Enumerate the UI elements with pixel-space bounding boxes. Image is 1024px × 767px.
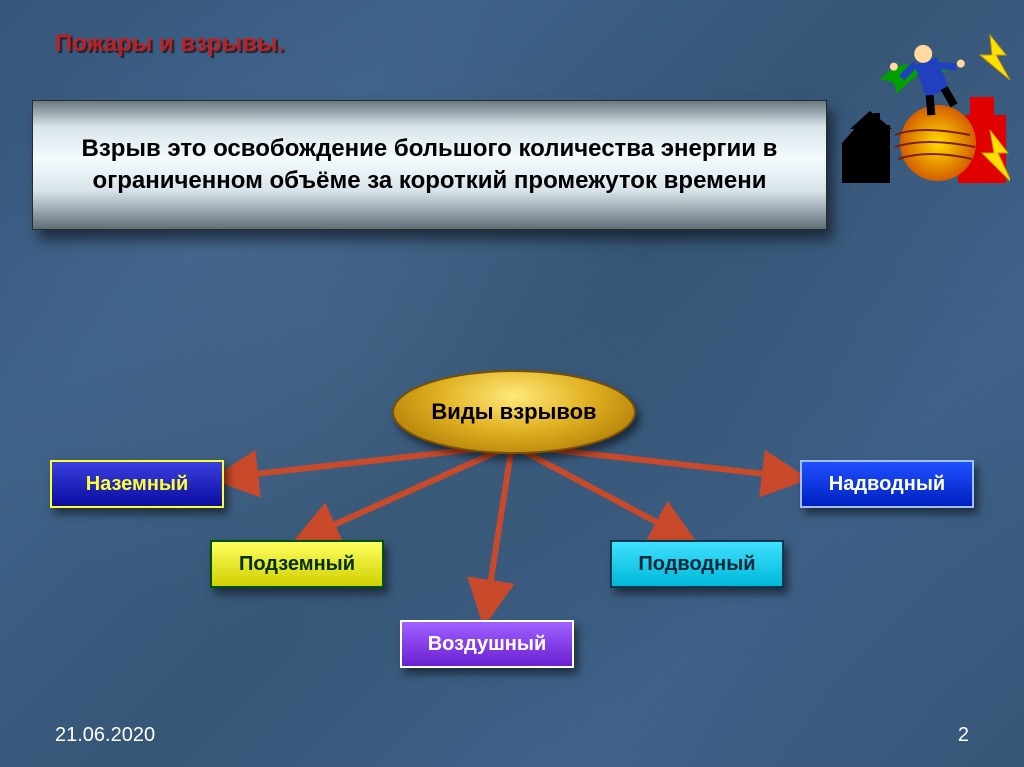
definition-text: Взрыв это освобождение большого количест…: [53, 133, 806, 198]
diagram-center-label: Виды взрывов: [431, 399, 596, 425]
diagram-node-ground: Наземный: [50, 460, 224, 508]
diagram-center: Виды взрывов: [392, 370, 636, 454]
diagram-node-label: Подводный: [638, 553, 755, 576]
diagram-node-abovewater: Надводный: [800, 460, 974, 508]
footer-page-number: 2: [958, 724, 969, 747]
slide-title: Пожары и взрывы.: [55, 30, 284, 58]
diagram-node-underground: Подземный: [210, 540, 384, 588]
slide: Пожары и взрывы.: [0, 0, 1024, 767]
diagram-node-label: Надводный: [829, 473, 945, 496]
definition-panel: Взрыв это освобождение большого количест…: [32, 100, 827, 230]
diagram-node-label: Подземный: [239, 553, 355, 576]
diagram-node-label: Наземный: [86, 473, 189, 496]
explosion-clipart-icon: [840, 25, 1010, 190]
diagram-node-label: Воздушный: [428, 633, 547, 656]
diagram-node-underwater: Подводный: [610, 540, 784, 588]
diagram-node-air: Воздушный: [400, 620, 574, 668]
footer-date: 21.06.2020: [55, 724, 155, 747]
